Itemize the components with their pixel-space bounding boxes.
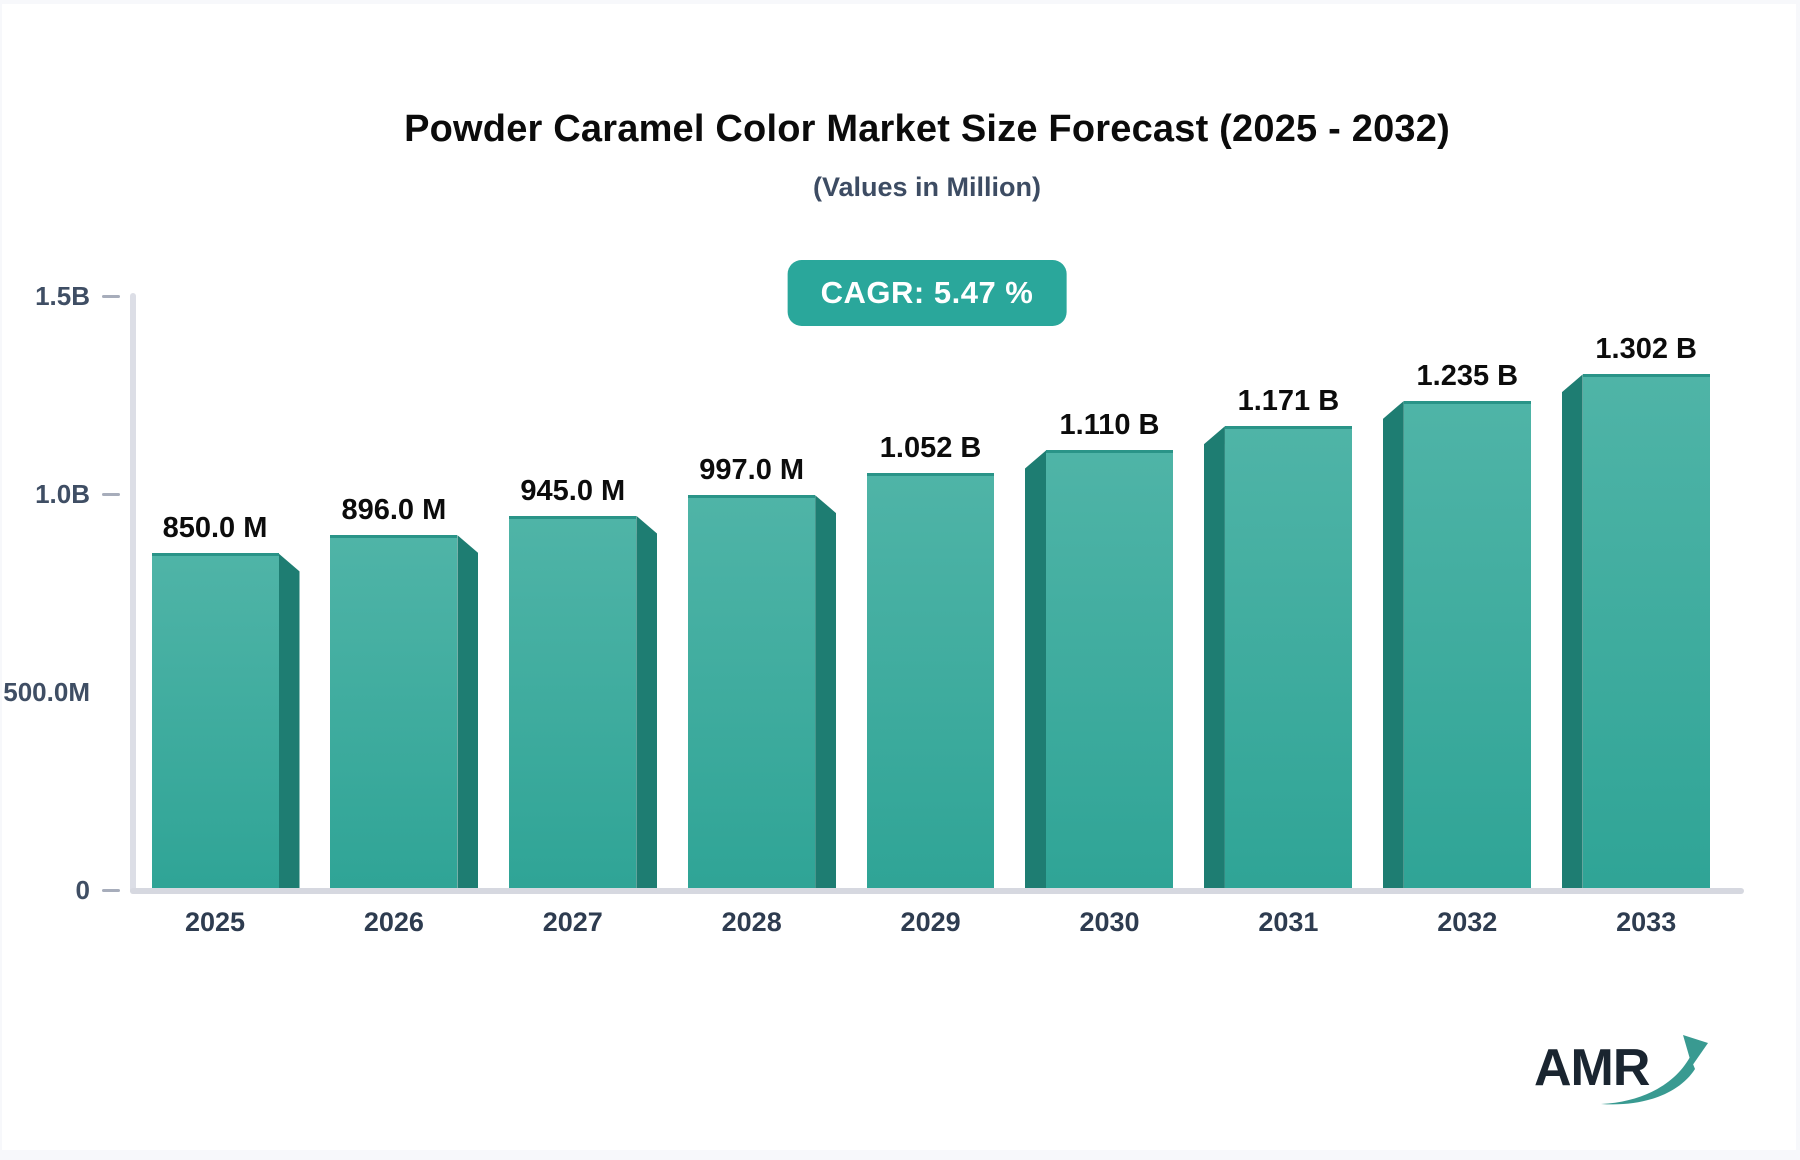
bar-side-face (636, 515, 658, 891)
x-axis-baseline (130, 888, 1744, 894)
bar-front-face (688, 495, 816, 891)
x-axis-label: 2028 (721, 907, 782, 937)
bar-side-face (457, 535, 479, 891)
bar-value-label: 997.0 M (699, 454, 805, 487)
x-axis-label: 2031 (1258, 907, 1319, 937)
y-axis-tick-label: 500.0M (3, 677, 90, 707)
bar-value-label: 1.052 B (879, 432, 982, 465)
chart-card: Powder Caramel Color Market Size Forecas… (2, 4, 1796, 1150)
bar-chart-plot-area: 1.5B 1.0B 500.0M 0 850.0 M 2025 896.0 M 2026 945… (2, 4, 1800, 1160)
y-axis-tick-label: 1.0B (35, 479, 90, 509)
bar-value-label: 896.0 M (341, 494, 447, 527)
bar-value-label: 1.235 B (1416, 359, 1519, 392)
x-axis-label: 2030 (1079, 907, 1140, 937)
bar-side-face (1561, 374, 1583, 891)
cagr-badge: CAGR: 5.47 % (787, 260, 1067, 326)
logo-text: AMR (1534, 1039, 1650, 1097)
chart-title: Powder Caramel Color Market Size Forecas… (404, 108, 1450, 150)
bar-side-face (1203, 426, 1225, 891)
x-axis-label: 2029 (900, 907, 961, 937)
x-axis-label: 2032 (1437, 907, 1498, 937)
x-axis-label: 2026 (363, 907, 424, 937)
bar-front-face (1224, 426, 1352, 891)
bar-value-label: 850.0 M (162, 512, 268, 545)
x-axis-label: 2033 (1616, 907, 1677, 937)
logo-growth-arrow-icon (1601, 1035, 1708, 1105)
bar-side-face (278, 553, 300, 891)
bar-value-label: 1.110 B (1059, 409, 1160, 442)
y-axis-tick-mark (102, 889, 120, 892)
bar-side-face (1025, 450, 1046, 891)
y-axis-tick-label: 0 (75, 875, 90, 905)
bar-front-face (1046, 450, 1173, 891)
y-axis-tick-label: 1.5B (35, 281, 90, 311)
bar-front-face (151, 553, 279, 891)
bar-front-face (330, 535, 458, 891)
bar-value-label: 945.0 M (520, 474, 626, 507)
bar-side-face (1382, 400, 1404, 891)
bar-front-face (1582, 374, 1710, 891)
bar-front-face (867, 473, 995, 891)
bar-front-face (1403, 400, 1531, 891)
bar-side-face (815, 495, 837, 891)
y-axis-line (130, 293, 136, 894)
bar-front-face (509, 515, 637, 891)
bar-value-label: 1.171 B (1237, 385, 1340, 418)
x-axis-label: 2027 (542, 907, 603, 937)
chart-subtitle: (Values in Million) (812, 172, 1042, 202)
y-axis-tick-mark (102, 493, 120, 496)
y-axis-tick-mark (102, 295, 120, 298)
x-axis-label: 2025 (184, 907, 246, 937)
bar-value-label: 1.302 B (1595, 333, 1697, 366)
